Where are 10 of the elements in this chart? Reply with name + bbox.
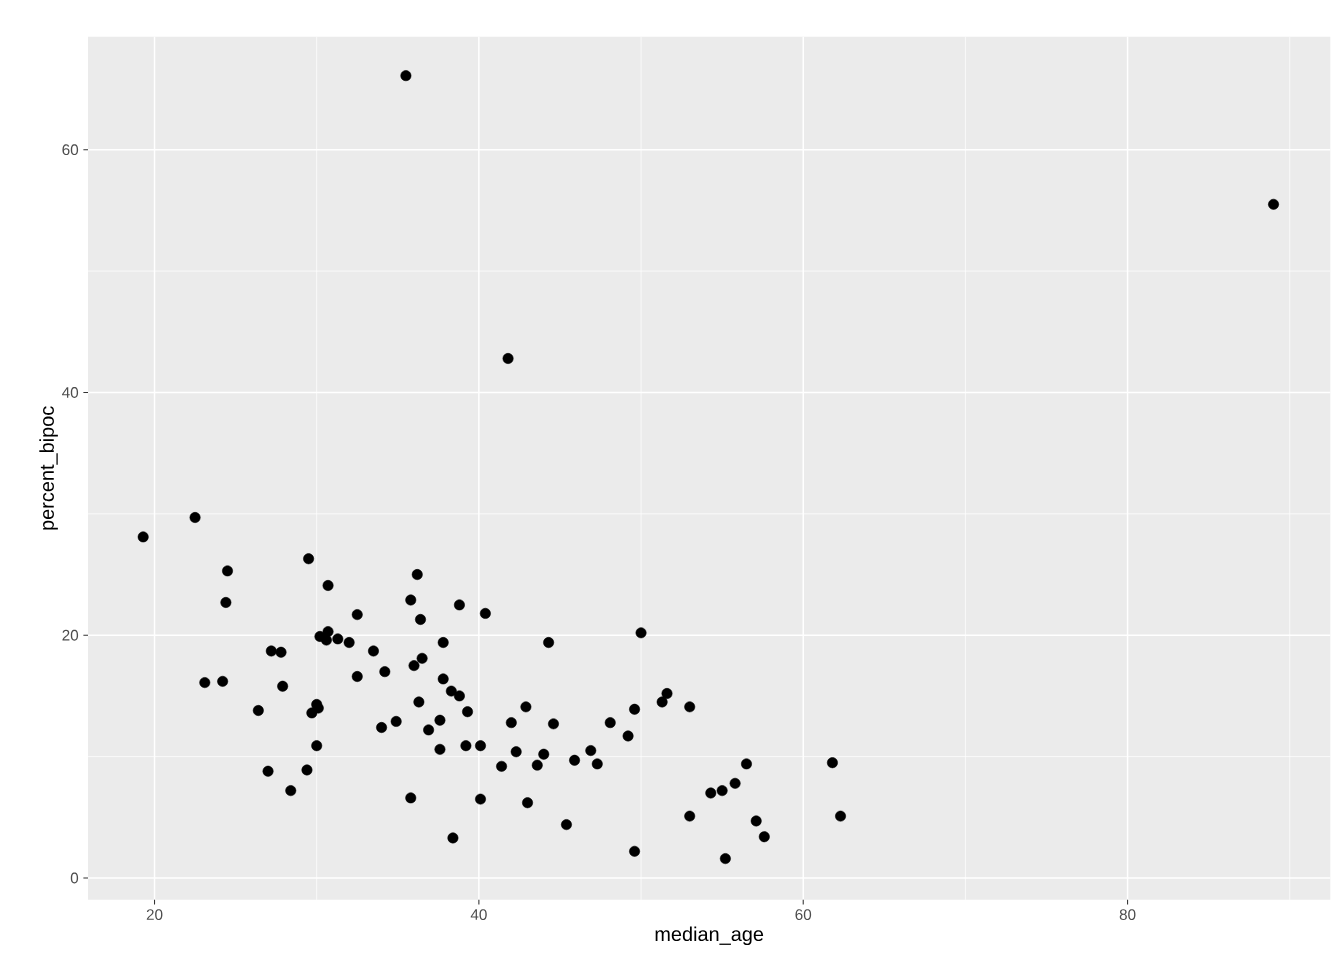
y-tick-label: 60 (62, 144, 79, 156)
y-tick-label: 0 (70, 872, 79, 884)
y-tick-label: 20 (62, 629, 79, 641)
x-tick-label: 20 (146, 909, 163, 921)
x-tick-label: 80 (1119, 909, 1136, 921)
x-tick-label: 40 (470, 909, 487, 921)
y-tick-label: 40 (62, 387, 79, 398)
y-axis-title: percent_bipoc (39, 406, 58, 530)
x-axis-title: median_age (655, 926, 764, 946)
x-tick-label: 60 (795, 909, 812, 921)
